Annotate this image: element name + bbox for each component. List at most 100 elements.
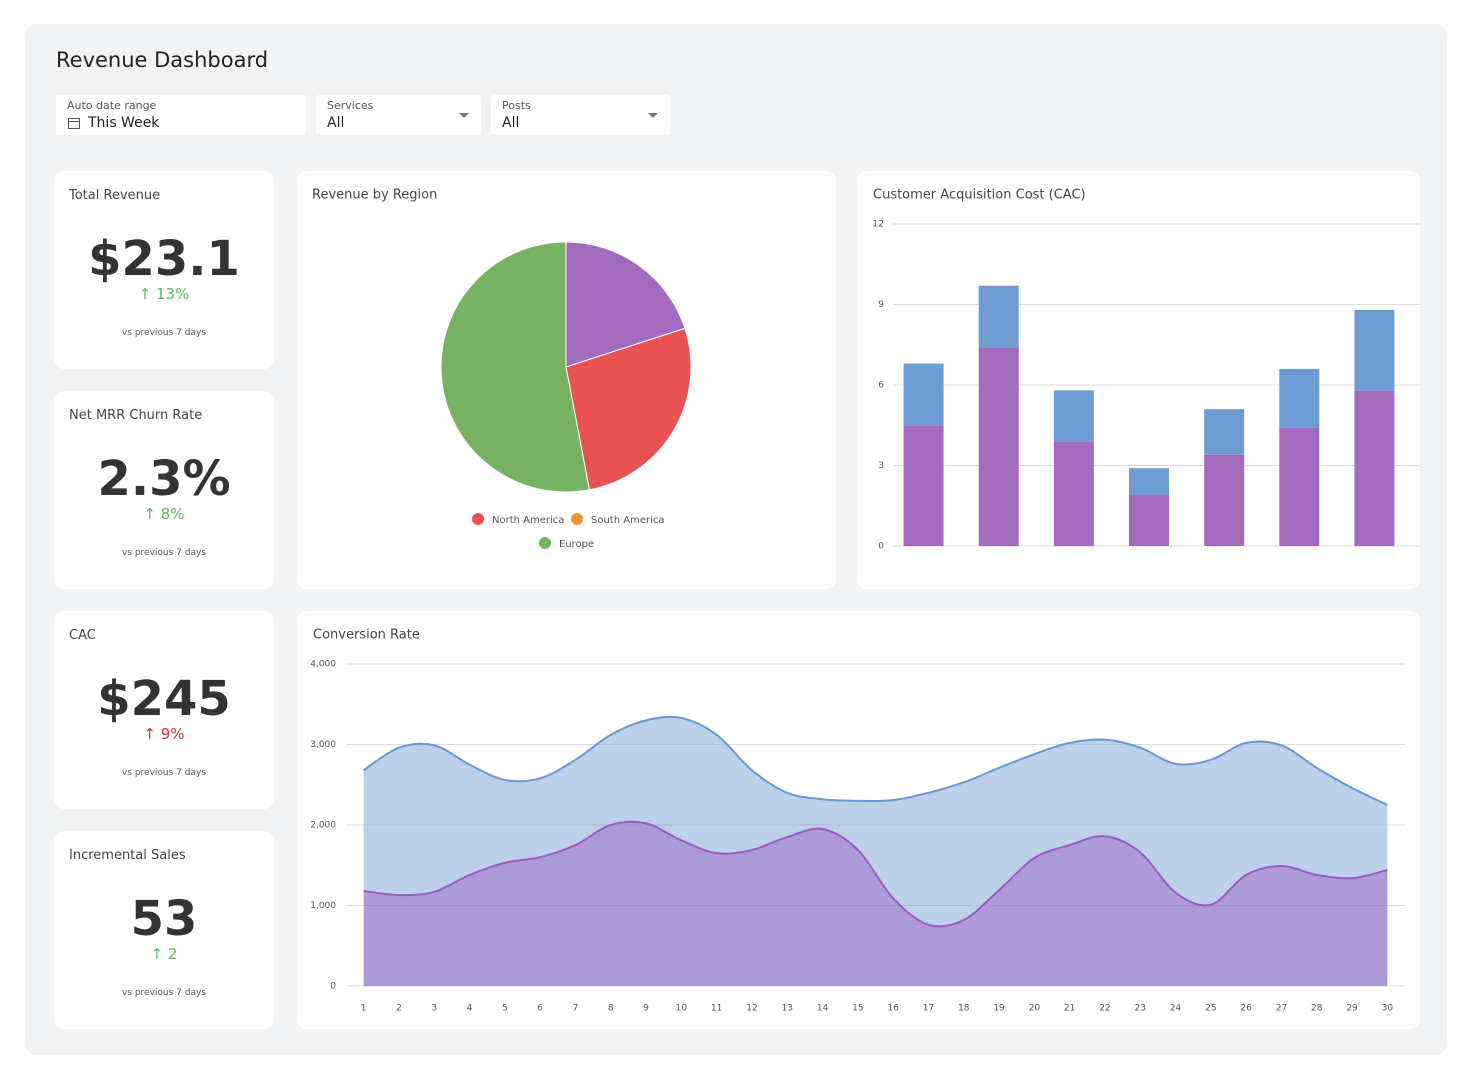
trend-arrow: ↑	[150, 945, 168, 963]
y-tick-label: 0	[878, 542, 884, 552]
kpi-note: vs previous 7 days	[121, 988, 207, 998]
kpi-card: Incremental Sales 53 ↑ 2 vs previous 7 days	[54, 831, 274, 1029]
kpi-title: Incremental Sales	[69, 848, 186, 863]
bar-segment	[1279, 368, 1320, 428]
filter-value: This Week	[88, 115, 160, 131]
kpi-value: 2.3%	[97, 451, 231, 507]
kpi-card: Net MRR Churn Rate 2.3% ↑ 8% vs previous 7 …	[54, 391, 274, 589]
bar-segment	[1053, 441, 1094, 546]
x-tick-label: 27	[1276, 1004, 1287, 1014]
chart-title: Conversion Rate	[313, 628, 420, 643]
x-tick-label: 21	[1064, 1004, 1075, 1014]
area-line	[363, 715, 1388, 806]
date-filter[interactable]: Auto date range This Week	[56, 95, 306, 135]
x-tick-label: 11	[711, 1004, 722, 1014]
legend-dot	[539, 537, 551, 549]
x-tick-label: 3	[431, 1004, 437, 1014]
area-fill	[363, 716, 1388, 986]
legend-dot	[571, 513, 583, 525]
trend-arrow: ↑	[143, 505, 161, 523]
x-tick-label: 24	[1170, 1004, 1182, 1014]
x-tick-label: 29	[1346, 1004, 1358, 1014]
x-tick-label: 13	[782, 1004, 793, 1014]
kpi-change: ↑ 9%	[54, 725, 274, 743]
bar-segment	[1204, 409, 1245, 455]
bar-segment	[1129, 468, 1169, 496]
y-tick-label: 9	[878, 300, 884, 310]
legend-label: North America	[492, 515, 564, 526]
kpi-change: ↑ 13%	[54, 285, 274, 303]
area-line	[363, 820, 1388, 928]
x-tick-label: 20	[1029, 1004, 1041, 1014]
kpi-card: Total Revenue $23.1 ↑ 13% vs previous 7 day…	[54, 171, 274, 369]
kpi-value: $245	[97, 671, 231, 727]
bar-segment	[978, 285, 1019, 348]
x-tick-label: 23	[1135, 1004, 1146, 1014]
chart-title: Customer Acquisition Cost (CAC)	[873, 188, 1086, 203]
x-tick-label: 17	[923, 1004, 934, 1014]
pie-slice	[565, 327, 692, 491]
calendar-icon	[68, 118, 80, 129]
dashboard-title: Revenue Dashboard	[56, 48, 269, 72]
bar-segment	[903, 363, 944, 426]
kpi-change: ↑ 8%	[54, 505, 274, 523]
x-tick-label: 6	[537, 1004, 543, 1014]
bar-segment	[1204, 454, 1245, 546]
bar-segment	[1053, 390, 1094, 442]
posts-filter[interactable]: Posts All	[491, 95, 670, 135]
kpi-title: Net MRR Churn Rate	[69, 408, 203, 423]
filter-value: All	[502, 115, 520, 131]
x-tick-label: 26	[1240, 1004, 1252, 1014]
x-tick-label: 2	[396, 1004, 402, 1014]
kpi-change-value: 8%	[160, 505, 185, 523]
area-card	[297, 611, 1420, 1029]
bar-segment	[978, 347, 1019, 546]
bar-segment	[1279, 427, 1320, 546]
bar-segment	[1354, 309, 1395, 391]
x-tick-label: 16	[887, 1004, 899, 1014]
y-tick-label: 12	[873, 220, 884, 230]
x-tick-label: 12	[746, 1004, 757, 1014]
y-tick-label: 3	[878, 461, 884, 471]
kpi-change-value: 13%	[156, 285, 190, 303]
x-tick-label: 8	[608, 1004, 614, 1014]
kpi-card: CAC $245 ↑ 9% vs previous 7 days	[54, 611, 274, 809]
bar-segment	[903, 425, 944, 546]
pie-slice	[565, 241, 686, 368]
x-tick-label: 19	[993, 1004, 1005, 1014]
kpi-change-value: 9%	[160, 725, 185, 743]
x-tick-label: 7	[573, 1004, 579, 1014]
x-tick-label: 18	[958, 1004, 970, 1014]
x-tick-label: 30	[1382, 1004, 1394, 1014]
y-tick-label: 1,000	[310, 901, 336, 911]
x-tick-label: 14	[817, 1004, 829, 1014]
filter-label: Auto date range	[67, 99, 157, 112]
x-tick-label: 5	[502, 1004, 508, 1014]
filter-label: Posts	[502, 99, 531, 112]
kpi-note: vs previous 7 days	[121, 328, 207, 338]
y-tick-label: 4,000	[310, 660, 336, 670]
kpi-note: vs previous 7 days	[121, 768, 207, 778]
trend-arrow: ↑	[138, 285, 156, 303]
services-filter[interactable]: Services All	[316, 95, 481, 135]
x-tick-label: 15	[852, 1004, 863, 1014]
legend-label: Europe	[559, 539, 594, 550]
bar-segment	[1129, 495, 1169, 546]
kpi-title: Total Revenue	[69, 188, 161, 203]
legend-dot	[472, 513, 484, 525]
area-fill	[363, 821, 1388, 986]
dropdown-arrow	[459, 113, 469, 118]
x-tick-label: 22	[1099, 1004, 1110, 1014]
pie-slice	[440, 241, 591, 493]
chart-title: Revenue by Region	[312, 188, 437, 203]
kpi-value: $23.1	[88, 231, 240, 287]
x-tick-label: 9	[643, 1004, 649, 1014]
x-tick-label: 4	[467, 1004, 473, 1014]
kpi-title: CAC	[69, 628, 96, 643]
kpi-value: 53	[130, 891, 198, 947]
kpi-change-value: 2	[167, 945, 178, 963]
filter-label: Services	[327, 99, 374, 112]
kpi-note: vs previous 7 days	[121, 548, 207, 558]
